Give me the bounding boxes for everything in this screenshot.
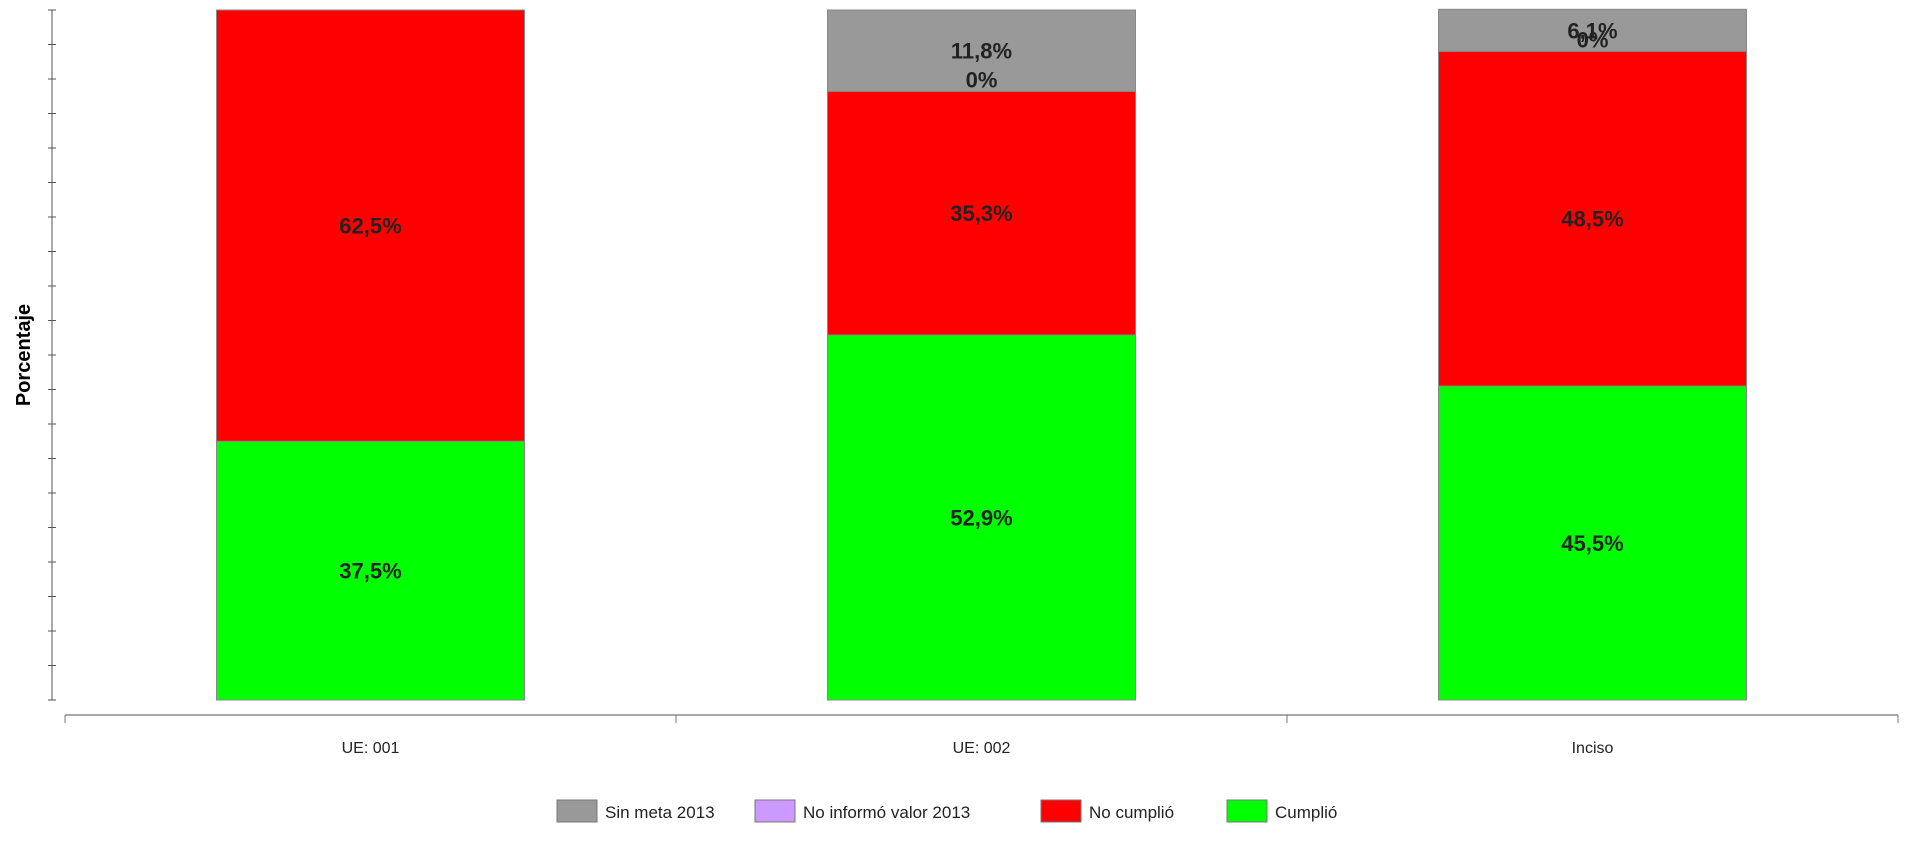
legend-swatch <box>556 799 598 823</box>
legend-swatch <box>1040 799 1082 823</box>
data-label: 37,5% <box>339 559 401 584</box>
x-tick-labels: UE: 001 UE: 002 Inciso <box>342 740 1614 757</box>
data-label: 45,5% <box>1561 531 1623 556</box>
bar-segment <box>827 334 1136 701</box>
y-axis-label: Porcentaje <box>13 304 35 406</box>
x-tick-label: Inciso <box>1572 740 1614 757</box>
legend-label: Sin meta 2013 <box>605 803 715 822</box>
data-labels: 37,5%62,5%52,9%35,3%0%11,8%45,5%48,5%0%6… <box>339 18 1623 583</box>
bar-segment <box>216 9 525 442</box>
data-label: 0% <box>966 67 998 92</box>
legend-item: No cumplió <box>1040 799 1174 823</box>
legend-label: No cumplió <box>1089 803 1174 822</box>
legend-swatch <box>754 799 796 823</box>
bar-segment <box>1438 50 1747 387</box>
data-label: 48,5% <box>1561 207 1623 232</box>
bar-segment <box>1438 8 1747 52</box>
bar-segment <box>1438 385 1747 701</box>
data-label: 0% <box>1577 27 1609 52</box>
legend-item: Cumplió <box>1226 799 1337 823</box>
x-tick-label: UE: 002 <box>953 740 1011 757</box>
data-label: 11,8% <box>951 39 1012 64</box>
data-label: 6,1% <box>1567 18 1617 43</box>
x-tick-label: UE: 001 <box>342 740 400 757</box>
legend-label: No informó valor 2013 <box>803 803 970 822</box>
legend-swatch <box>1226 799 1268 823</box>
data-label: 52,9% <box>950 505 1012 530</box>
legend-item: Sin meta 2013 <box>556 799 715 823</box>
legend-label: Cumplió <box>1275 803 1337 822</box>
legend-item: No informó valor 2013 <box>754 799 970 823</box>
data-label: 62,5% <box>339 214 401 239</box>
axes <box>48 9 1899 723</box>
bar-segment <box>827 9 1136 92</box>
legend: Sin meta 2013 No informó valor 2013 No cum… <box>556 799 1337 823</box>
bar-segment <box>216 440 525 701</box>
bars <box>216 8 1747 701</box>
data-label: 35,3% <box>950 201 1012 226</box>
bar-segment <box>827 90 1136 336</box>
